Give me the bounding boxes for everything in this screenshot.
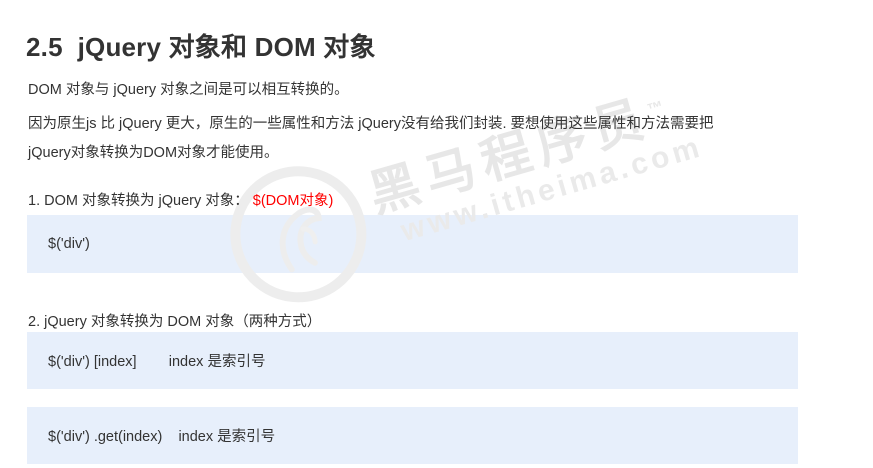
paragraph-intro: DOM 对象与 jQuery 对象之间是可以相互转换的。	[28, 81, 349, 98]
code-text: $('div')	[48, 236, 90, 252]
list-item-1-label: 1. DOM 对象转换为 jQuery 对象：	[28, 192, 253, 209]
code-block-jquery-to-dom-index: $('div') [index] index 是索引号	[27, 332, 798, 389]
paragraph-explain-line2: jQuery对象转换为DOM对象才能使用。	[28, 144, 279, 161]
code-block-dom-to-jquery: $('div')	[27, 215, 798, 273]
watermark-brand-text: 黑马程序员™	[362, 89, 666, 223]
page-title: 2.5 jQuery 对象和 DOM 对象	[26, 32, 376, 63]
list-item-1: 1. DOM 对象转换为 jQuery 对象： $(DOM对象)	[28, 192, 333, 211]
list-item-1-code-red: $(DOM对象)	[252, 192, 334, 209]
code-text: $('div') [index] index 是索引号	[48, 354, 266, 370]
paragraph-explain-line1: 因为原生js 比 jQuery 更大，原生的一些属性和方法 jQuery没有给我…	[28, 115, 714, 132]
itheima-watermark: 黑马程序员™ www.itheima.com	[212, 27, 792, 326]
code-text: $('div') .get(index) index 是索引号	[48, 429, 276, 445]
code-block-jquery-to-dom-get: $('div') .get(index) index 是索引号	[27, 407, 798, 464]
list-item-2: 2. jQuery 对象转换为 DOM 对象（两种方式）	[28, 313, 322, 330]
